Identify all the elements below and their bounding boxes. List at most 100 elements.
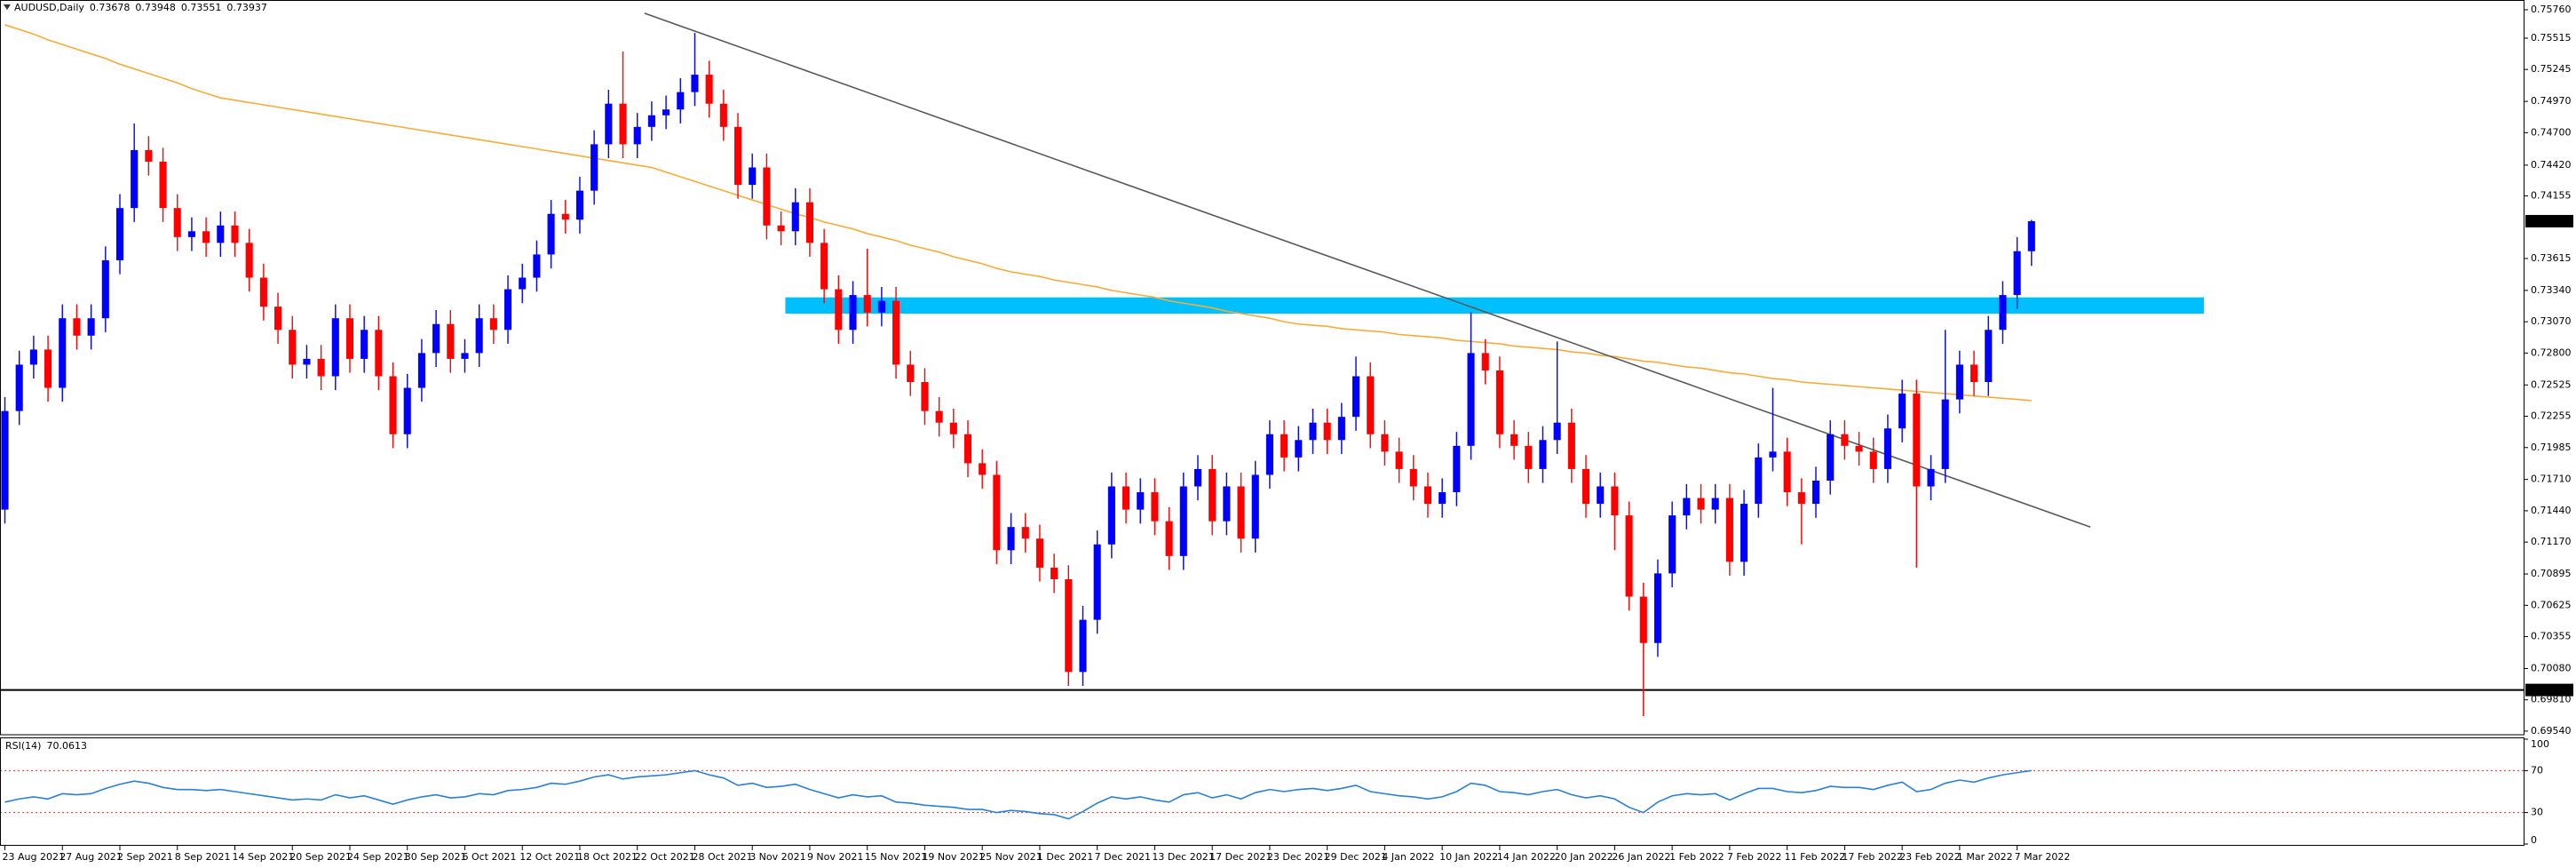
candle-body [1151,492,1159,522]
candle-body [1179,486,1187,556]
x-tick-label: 9 Nov 2021 [807,851,863,863]
x-tick-label: 7 Dec 2021 [1095,851,1151,863]
candle-body [1007,527,1015,551]
candle-body [145,149,153,162]
candle-body [101,259,109,319]
candle-body [1855,445,1863,452]
candle-body [345,318,354,359]
candle-body [849,295,857,330]
candle-body [863,295,871,313]
candle-body [1827,434,1835,481]
candle-body [417,353,425,388]
main-panel-frame [0,0,2524,736]
x-tick-label: 1 Feb 2022 [1669,851,1724,863]
candle-body [1209,468,1217,522]
candle-body [1725,498,1733,562]
x-tick-label: 15 Nov 2021 [865,851,927,863]
candle-body [993,474,1001,551]
candle-body [1467,353,1475,446]
x-tick-label: 19 Nov 2021 [922,851,984,863]
candle-body [59,318,67,388]
candle-body [1251,474,1259,539]
candle-body [677,92,685,110]
candle-body [131,149,139,209]
x-tick-label: 23 Dec 2021 [1267,851,1329,863]
candle-body [1165,521,1173,556]
x-tick-label: 24 Sep 2021 [347,851,409,863]
x-tick-label: 7 Mar 2022 [2015,851,2071,863]
x-tick-label: 3 Nov 2021 [749,851,805,863]
candle-body [115,208,124,260]
x-tick-label: 10 Jan 2022 [1439,851,1498,863]
y-tick-label: 0.72525 [2531,378,2572,390]
candle-body [303,358,311,365]
candle-body [590,144,598,191]
candle-body [791,202,799,232]
low-value: 0.73551 [181,2,222,13]
candle-body [1639,596,1647,643]
candle-body [231,225,239,243]
candle-body [361,330,369,359]
candle-body [1797,492,1805,505]
candle-body [432,323,440,354]
high-value: 0.73948 [135,2,176,13]
candle-body [1050,567,1058,579]
candle-body [1597,486,1605,505]
candle-body [1869,451,1877,469]
collapse-icon[interactable] [4,4,11,10]
candle-body [1093,544,1101,620]
candle-body [892,300,900,365]
close-value: 0.73937 [226,2,267,13]
candle-body [159,161,167,209]
candle-body [719,103,727,127]
candle-body [1065,578,1073,673]
rsi-line [4,769,2032,820]
rsi-panel-frame [0,737,2524,846]
candle-body [1481,353,1489,370]
candle-body [935,410,943,423]
candle-body [575,190,584,220]
candle-body [1683,498,1691,516]
x-tick-label: 18 Oct 2021 [577,851,638,863]
front-layer: 0.75760 0.75515 0.75245 0.74970 0.74700 0.744… [3,4,2573,863]
y-tick-label: 0.69540 [2531,725,2572,737]
candle-body [1697,498,1705,510]
candle-body [1769,451,1777,458]
candle-body [1985,330,1993,383]
candle-body [1898,394,1906,429]
candle-body [1395,451,1403,469]
candle-body [835,289,843,330]
candle-body [1711,498,1719,510]
x-tick-label: 6 Oct 2021 [462,851,516,863]
candle-body [749,167,757,186]
candle-body [662,109,670,115]
marks-layer [1,33,2035,820]
rsi-last: 70.0613 [46,740,87,752]
symbol: AUDUSD,Daily [14,2,84,13]
candle-body [1409,468,1417,487]
y-tick-label: 0.73070 [2531,315,2572,327]
candle-body [489,318,497,330]
candle-body [1999,295,2007,330]
candle-body [1653,573,1661,643]
candle-body [763,167,771,226]
price-label: 0.73937 [2528,215,2569,227]
y-tick-label: 0.75760 [2531,4,2572,15]
y-tick-label: 0.70625 [2531,599,2572,610]
candle-body [1510,434,1518,446]
candle-body [1553,422,1561,441]
candle-body [733,126,742,186]
y-tick-label: 0.75245 [2531,63,2572,75]
candle-body [1927,468,1935,487]
chart-title: AUDUSD,Daily 0.73678 0.73948 0.73551 0.73937 [14,2,267,13]
candle-body [1955,364,1963,400]
candle-body [187,231,195,237]
x-tick-label: 14 Jan 2022 [1497,851,1556,863]
x-tick-label: 17 Feb 2022 [1842,851,1902,863]
y-tick-label: 0.74420 [2531,159,2572,171]
candle-body [1883,428,1891,469]
x-tick-label: 14 Sep 2021 [232,851,294,863]
y-tick-label: 0.74155 [2531,189,2572,201]
y-tick-label: 0.70080 [2531,662,2572,673]
